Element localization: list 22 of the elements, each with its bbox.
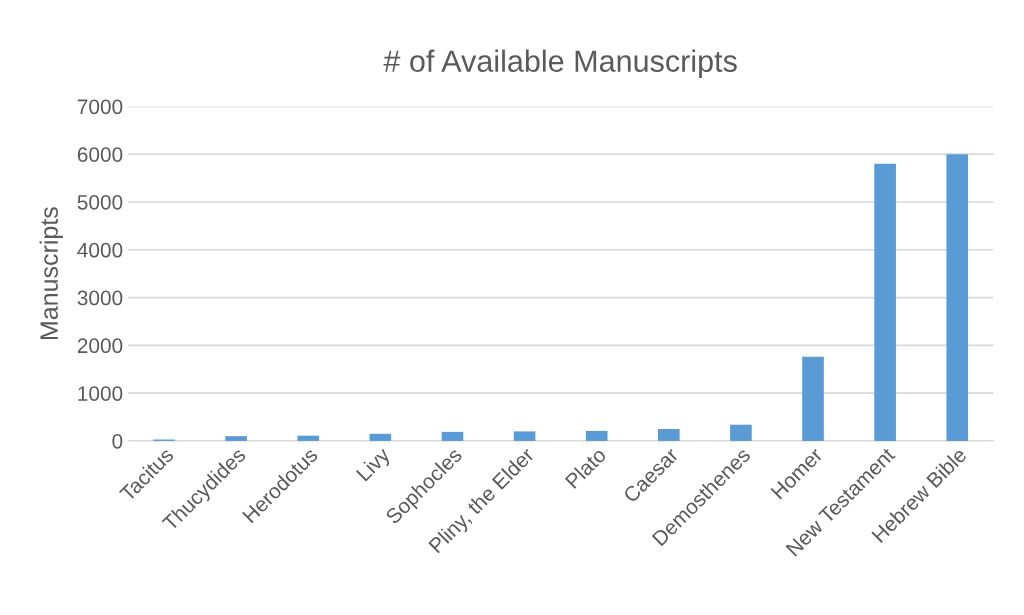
bar — [225, 436, 247, 441]
y-tick-label: 3000 — [77, 290, 123, 306]
bar — [297, 435, 320, 441]
bar — [585, 430, 608, 441]
y-tick-label: 7000 — [77, 99, 123, 115]
y-tick-label: 5000 — [77, 194, 123, 210]
bar — [730, 424, 752, 441]
bar — [657, 429, 680, 441]
y-tick-label: 1000 — [78, 386, 123, 401]
y-axis-title: Manuscripts — [39, 207, 63, 339]
y-tick-label: 0 — [112, 433, 123, 449]
bar — [802, 356, 824, 441]
bar — [513, 431, 536, 441]
bar — [369, 433, 392, 441]
bar — [946, 154, 969, 441]
chart-title: # of Available Manuscripts — [383, 49, 737, 79]
x-tick-label: Livy — [355, 445, 395, 485]
bar — [441, 431, 464, 441]
y-tick-label: 2000 — [77, 338, 123, 354]
y-tick-label: 4000 — [77, 242, 123, 258]
bar — [874, 163, 896, 441]
y-tick-label: 6000 — [77, 147, 123, 162]
